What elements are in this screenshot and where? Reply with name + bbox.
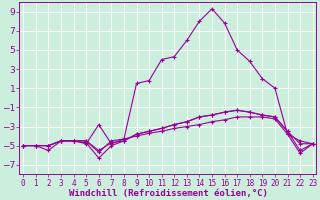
X-axis label: Windchill (Refroidissement éolien,°C): Windchill (Refroidissement éolien,°C) <box>68 189 268 198</box>
